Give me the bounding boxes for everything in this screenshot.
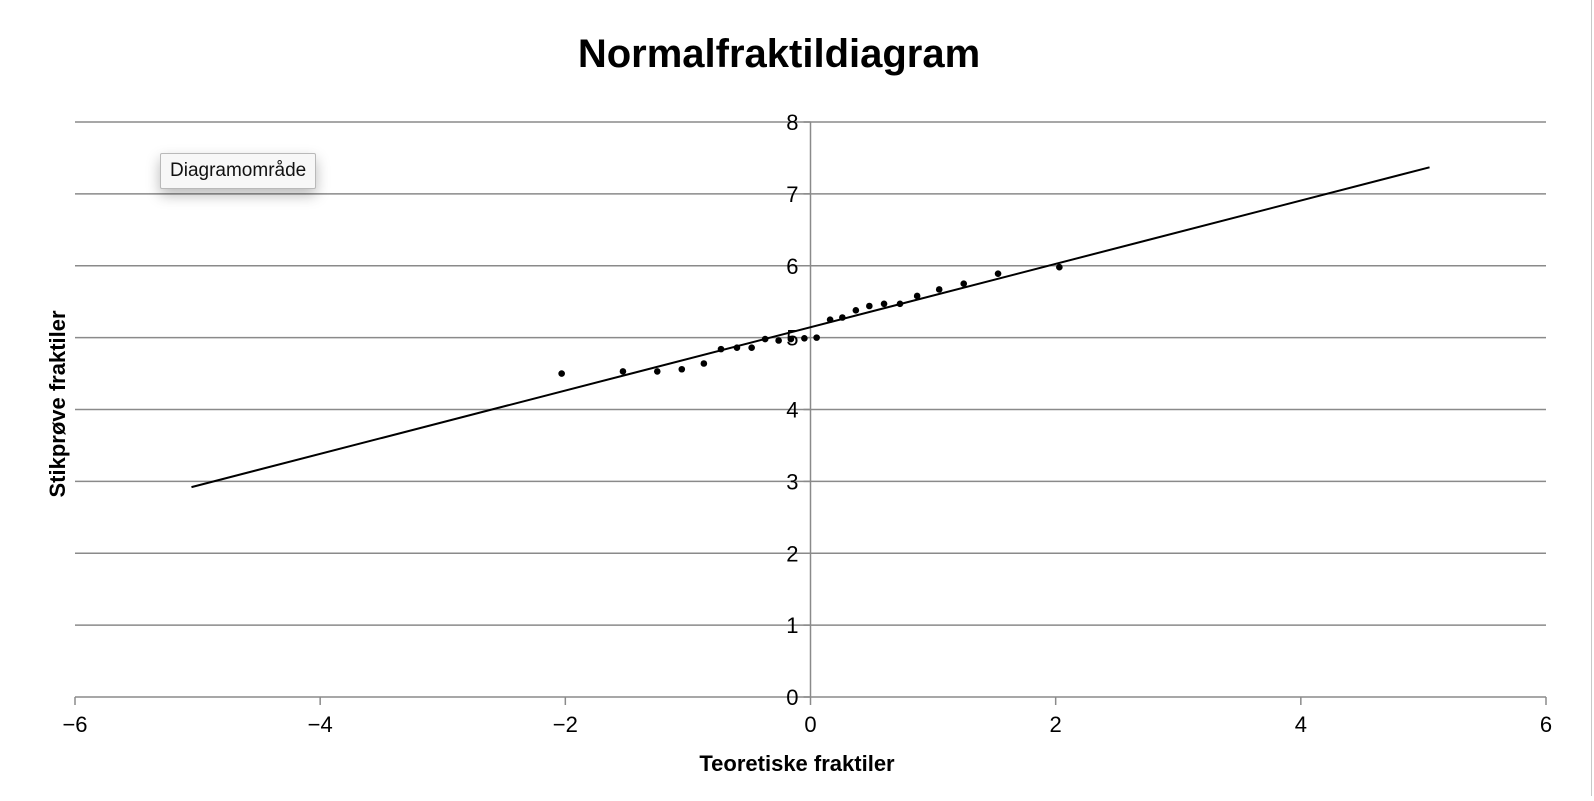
data-point xyxy=(1056,263,1063,271)
data-point xyxy=(748,344,755,351)
data-point xyxy=(775,337,782,344)
x-tick-label-4: 4 xyxy=(1295,712,1307,737)
window-edge xyxy=(1591,0,1592,796)
data-point xyxy=(852,307,860,314)
data-point xyxy=(935,286,943,293)
data-point xyxy=(813,334,820,341)
y-tick-label-7: 7 xyxy=(786,182,798,207)
data-point xyxy=(653,368,661,375)
data-point xyxy=(880,300,888,308)
data-point xyxy=(994,270,1002,277)
fit-line xyxy=(191,166,1430,489)
y-tick-label-0: 0 xyxy=(786,685,798,710)
data-point xyxy=(913,292,921,300)
axes xyxy=(74,121,1547,705)
data-point xyxy=(787,335,795,343)
data-point xyxy=(558,370,565,377)
data-point xyxy=(678,365,686,373)
data-point xyxy=(960,280,968,288)
y-tick-label-4: 4 xyxy=(786,398,798,423)
data-point xyxy=(700,360,708,367)
y-tick-label-3: 3 xyxy=(786,469,798,494)
y-tick-label-6: 6 xyxy=(786,254,798,279)
y-tick-label-8: 8 xyxy=(786,110,798,135)
x-tick-label-2: 2 xyxy=(1050,712,1062,737)
data-point xyxy=(801,335,808,342)
x-axis-label: Teoretiske fraktiler xyxy=(699,751,895,776)
data-series xyxy=(191,166,1430,489)
chart-area-tooltip: Diagramområde xyxy=(160,153,317,189)
data-point xyxy=(619,368,627,375)
data-point xyxy=(866,302,873,310)
y-tick-label-2: 2 xyxy=(786,541,798,566)
tick-labels: −6−4−20246012345678 xyxy=(62,110,1552,737)
y-axis-label: Stikprøve fraktiler xyxy=(45,310,70,498)
x-tick-label-0: 0 xyxy=(804,712,816,737)
x-tick-label--6: −6 xyxy=(62,712,87,737)
x-tick-label--4: −4 xyxy=(308,712,333,737)
y-tick-label-1: 1 xyxy=(786,613,798,638)
x-tick-label--2: −2 xyxy=(553,712,578,737)
x-tick-label-6: 6 xyxy=(1540,712,1552,737)
chart-title: Normalfraktildiagram xyxy=(578,32,980,76)
